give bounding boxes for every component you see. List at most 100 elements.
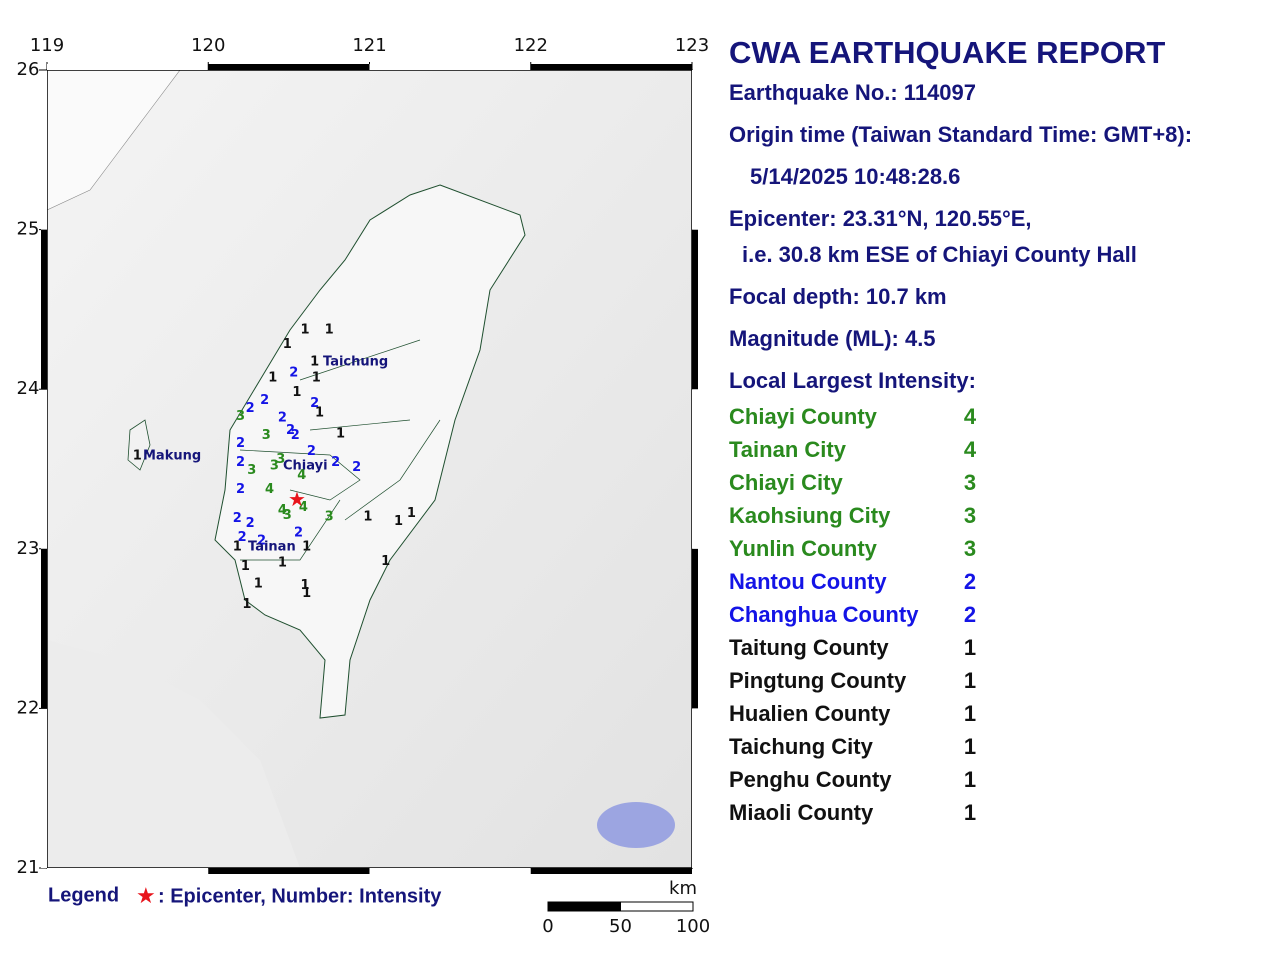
station-intensity: 2 <box>289 366 298 381</box>
station-intensity: 1 <box>283 337 292 352</box>
station-intensity: 2 <box>291 428 300 443</box>
station-intensity: 2 <box>236 455 245 470</box>
station-intensity: 1 <box>336 426 345 441</box>
region-intensity: 4 <box>964 404 977 429</box>
station-intensity: 1 <box>363 509 372 524</box>
region-name: Kaohsiung City <box>729 503 891 528</box>
region-intensity: 1 <box>964 701 976 726</box>
city-label: Makung <box>143 449 201 464</box>
region-name: Tainan City <box>729 437 847 462</box>
station-intensity: 2 <box>307 444 316 459</box>
region-intensity: 1 <box>964 668 976 693</box>
region-intensity: 1 <box>964 800 976 825</box>
sea-floor <box>47 640 300 868</box>
lon-tick-label: 123 <box>675 35 709 56</box>
region-intensity: 2 <box>964 602 976 627</box>
lat-tick-label: 24 <box>17 378 40 399</box>
station-intensity: 3 <box>247 463 256 478</box>
lat-tick-label: 25 <box>17 219 40 240</box>
region-name: Chiayi City <box>729 470 843 495</box>
station-intensity: 3 <box>236 409 245 424</box>
station-intensity: 2 <box>236 482 245 497</box>
epicenter-star: ★ <box>288 487 306 511</box>
station-intensity: 3 <box>276 452 285 467</box>
region-name: Chiayi County <box>729 404 878 429</box>
legend-title: Legend <box>48 884 119 906</box>
lon-tick-label: 121 <box>352 35 386 56</box>
region-name: Taitung County <box>729 635 889 660</box>
county-borders <box>239 339 441 561</box>
station-intensity: 2 <box>286 423 295 438</box>
legend-star: ★ <box>136 884 156 909</box>
region-name: Penghu County <box>729 767 892 792</box>
station-intensity: 1 <box>381 554 390 569</box>
epicenter-relative: i.e. 30.8 km ESE of Chiayi County Hall <box>742 242 1137 267</box>
lon-tick-label: 120 <box>191 35 225 56</box>
station-intensity: 1 <box>394 514 403 529</box>
station-intensity: 1 <box>300 323 309 338</box>
station-intensity: 1 <box>312 371 321 386</box>
region-name: Hualien County <box>729 701 891 726</box>
station-intensity: 1 <box>133 449 142 464</box>
lat-tick-label: 26 <box>17 59 40 80</box>
scale-unit: km <box>669 878 697 899</box>
station-intensity: 1 <box>241 559 250 574</box>
scale-segment <box>620 901 694 912</box>
station-intensity: 3 <box>283 508 292 523</box>
station-intensity: 4 <box>297 468 306 483</box>
station-intensity: 1 <box>233 540 242 555</box>
station-intensity: 4 <box>278 503 287 518</box>
station-intensity: 4 <box>299 500 308 515</box>
station-intensity: 2 <box>257 533 266 548</box>
intensity-heading: Local Largest Intensity: <box>729 368 976 393</box>
penghu <box>127 419 151 471</box>
region-intensity: 1 <box>964 767 976 792</box>
focal-depth: Focal depth: 10.7 km <box>729 284 947 309</box>
region-intensity: 1 <box>964 734 976 759</box>
city-label: Taichung <box>323 355 388 370</box>
station-intensity: 2 <box>352 460 361 475</box>
lat-tick-label: 23 <box>17 538 40 559</box>
earthquake-no: Earthquake No.: 114097 <box>729 80 976 105</box>
taiwan-outline <box>214 184 526 719</box>
epicenter: Epicenter: 23.31°N, 120.55°E, <box>729 206 1032 231</box>
report-title: CWA EARTHQUAKE REPORT <box>729 35 1165 70</box>
station-intensity: 2 <box>310 396 319 411</box>
station-intensity: 2 <box>331 455 340 470</box>
station-intensity: 1 <box>242 597 251 612</box>
scale-segment <box>547 901 621 912</box>
origin-time: 5/14/2025 10:48:28.6 <box>750 164 960 189</box>
station-intensity: 2 <box>246 516 255 531</box>
city-label: Tainan <box>248 540 296 555</box>
station-intensity: 1 <box>292 385 301 400</box>
region-name: Yunlin County <box>729 536 878 561</box>
station-intensity: 2 <box>294 525 303 540</box>
region-name: Changhua County <box>729 602 919 627</box>
station-intensity: 1 <box>254 576 263 591</box>
lat-tick-label: 21 <box>17 857 40 878</box>
station-intensity: 2 <box>260 393 269 408</box>
legend-text: : Epicenter, Number: Intensity <box>158 885 442 907</box>
scale-tick-label: 50 <box>609 916 632 937</box>
scale-tick-label: 100 <box>676 916 710 937</box>
origin-label: Origin time (Taiwan Standard Time: GMT+8… <box>729 122 1192 147</box>
region-intensity: 1 <box>964 635 976 660</box>
station-intensity: 2 <box>233 511 242 526</box>
station-intensity: 3 <box>325 509 334 524</box>
cwa-logo <box>597 802 675 848</box>
region-intensity: 3 <box>964 470 976 495</box>
scale-tick-label: 0 <box>542 916 553 937</box>
station-intensity: 4 <box>265 482 274 497</box>
magnitude: Magnitude (ML): 4.5 <box>729 326 936 351</box>
station-intensity: 2 <box>246 401 255 416</box>
region-intensity: 4 <box>964 437 977 462</box>
region-name: Miaoli County <box>729 800 874 825</box>
lon-tick-label: 119 <box>30 35 64 56</box>
station-intensity: 1 <box>268 371 277 386</box>
region-name: Taichung City <box>729 734 874 759</box>
station-intensity: 1 <box>302 586 311 601</box>
station-intensity: 1 <box>407 506 416 521</box>
station-intensity: 2 <box>236 436 245 451</box>
